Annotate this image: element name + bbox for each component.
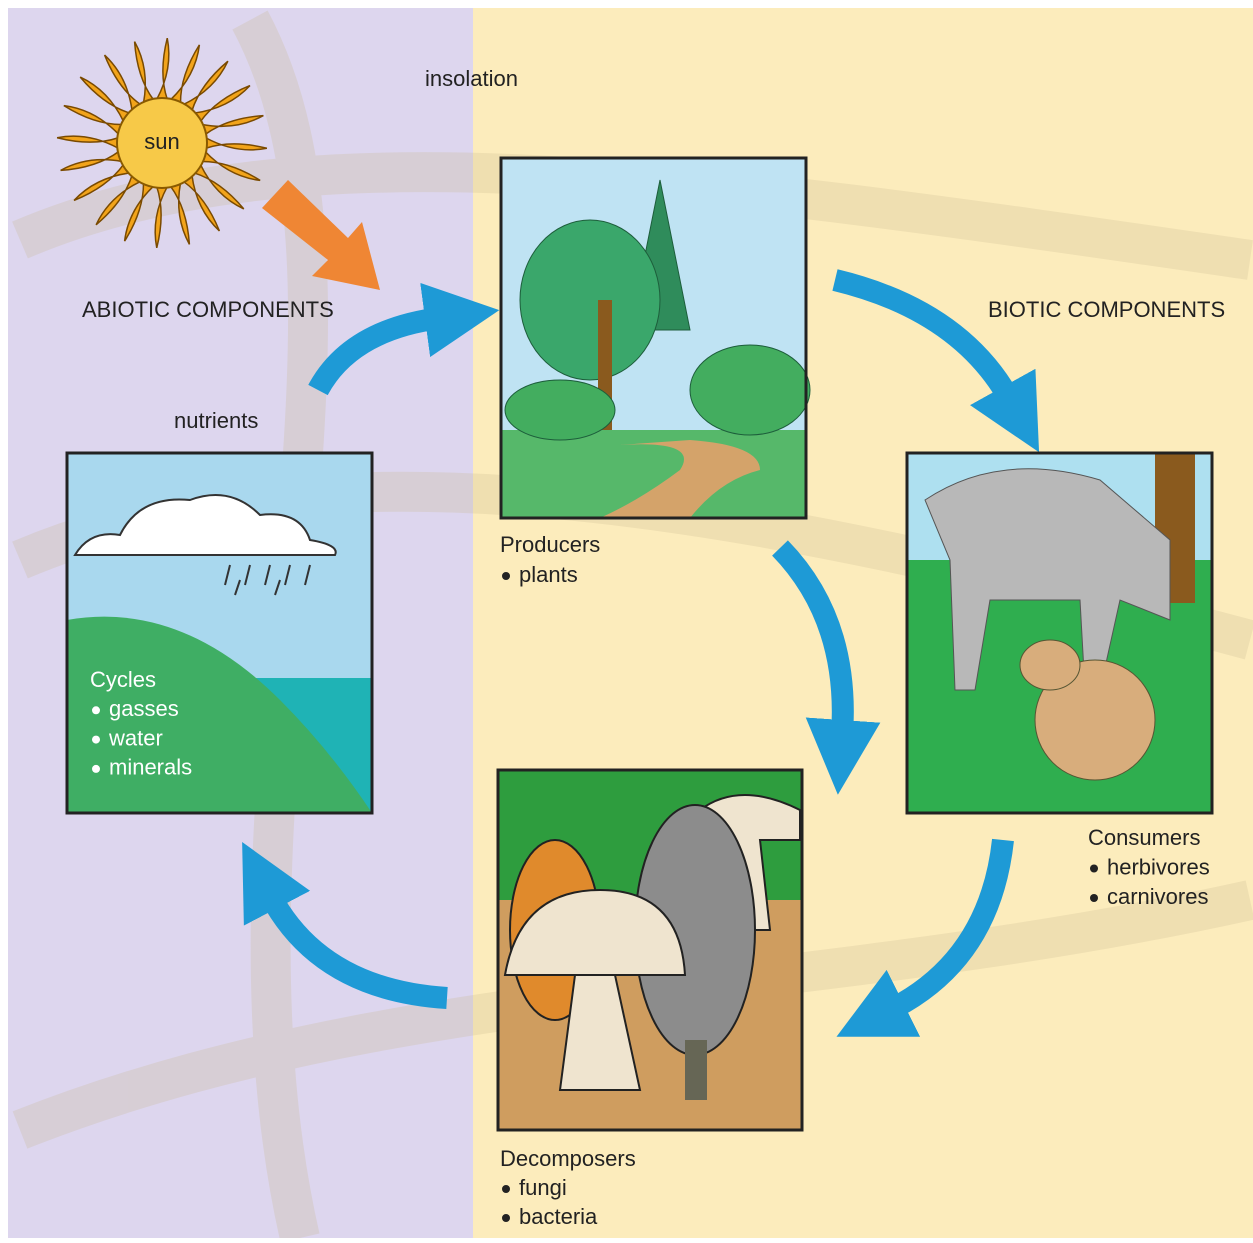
sun-label: sun [144,129,179,154]
bullet [502,572,510,580]
panel-item: minerals [109,755,192,780]
producers-image [501,158,810,518]
panel-item: carnivores [1107,884,1208,909]
bullet [1090,865,1098,873]
panel-item: herbivores [1107,854,1210,879]
decomposers-image [498,770,802,1130]
panel-item: fungi [519,1175,567,1200]
panel-title: Decomposers [500,1146,636,1171]
consumers-image [907,453,1212,813]
nutrients-label: nutrients [174,408,258,433]
panel-item: water [108,725,163,750]
diagram: sun insolation ABIOTIC COMPONENTS BIOTIC… [0,0,1253,1238]
biotic-title: BIOTIC COMPONENTS [988,297,1225,322]
insolation-label: insolation [425,66,518,91]
bullet [1090,894,1098,902]
bullet [92,765,100,773]
bullet [92,706,100,714]
panel-title: Cycles [90,667,156,692]
panel-item: bacteria [519,1204,598,1229]
abiotic-title: ABIOTIC COMPONENTS [82,297,334,322]
panel-item: plants [519,562,578,587]
panel-title: Consumers [1088,825,1200,850]
bullet [92,736,100,744]
bullet [502,1214,510,1222]
bullet [502,1185,510,1193]
panel-title: Producers [500,532,600,557]
panel-item: gasses [109,696,179,721]
